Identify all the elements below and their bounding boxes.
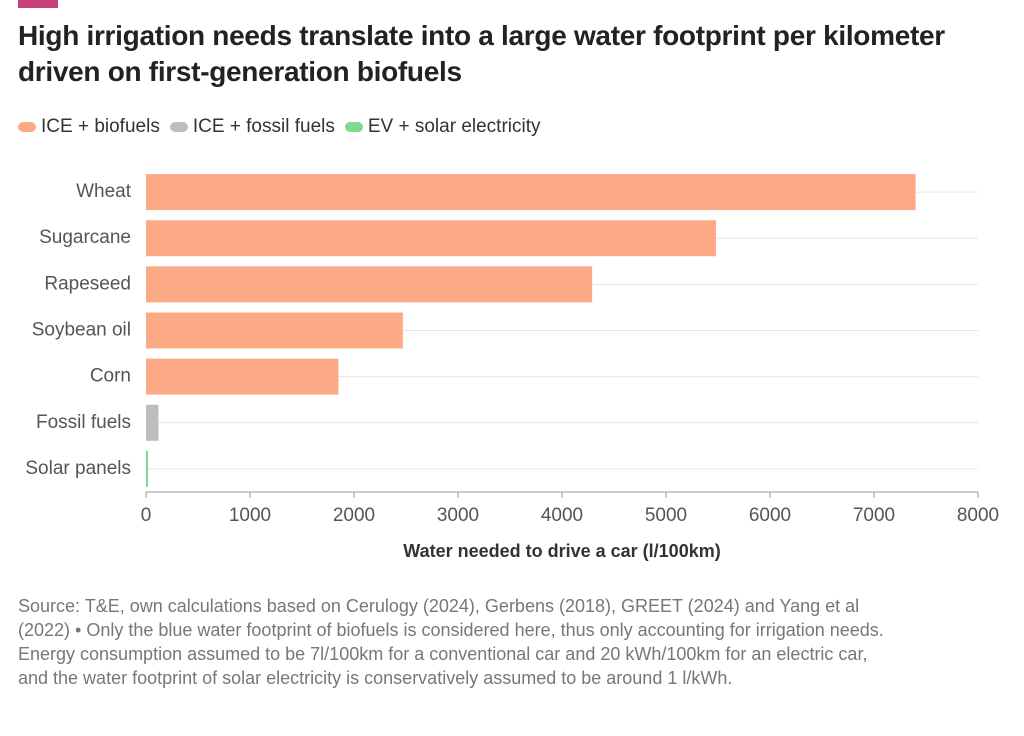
x-tick-label: 8000 [957,505,999,526]
bar [146,174,916,211]
x-axis-title: Water needed to drive a car (l/100km) [403,541,720,561]
y-tick-label: Corn [90,366,131,387]
x-tick-label: 3000 [437,505,479,526]
x-tick-label: 6000 [749,505,791,526]
x-tick-label: 4000 [541,505,583,526]
bar [146,404,159,441]
legend-item: ICE + biofuels [18,116,160,138]
legend: ICE + biofuels ICE + fossil fuels EV + sol… [18,116,541,138]
legend-label: ICE + fossil fuels [192,116,335,137]
accent [18,0,58,8]
legend-swatch [18,122,36,132]
y-tick-label: Sugarcane [39,227,131,248]
bar [146,358,339,395]
source-note: Source: T&E, own calculations based on C… [18,596,884,688]
legend-label: ICE + biofuels [41,116,160,137]
y-tick-label: Rapeseed [44,273,131,294]
bar [146,266,593,303]
legend-item: EV + solar electricity [344,116,541,138]
y-tick-label: Solar panels [25,458,131,479]
x-tick-label: 5000 [645,505,687,526]
y-tick-label: Fossil fuels [36,412,131,433]
x-tick-label: 7000 [853,505,895,526]
x-tick-label: 2000 [333,505,375,526]
chart-title: High irrigation needs translate into a l… [18,20,945,87]
legend-label: EV + solar electricity [367,116,541,137]
y-tick-label: Soybean oil [32,320,131,341]
x-tick-label: 0 [141,505,152,526]
chart: Wheat Sugarcane Rapeseed Soybean oil Corn Fos… [25,174,999,561]
bar [146,450,149,487]
legend-swatch [344,122,363,132]
bar [146,220,716,257]
y-tick-label: Wheat [76,181,132,202]
bar [146,312,403,349]
legend-swatch [169,122,188,132]
legend-item: ICE + fossil fuels [169,116,335,138]
x-tick-label: 1000 [229,505,271,526]
